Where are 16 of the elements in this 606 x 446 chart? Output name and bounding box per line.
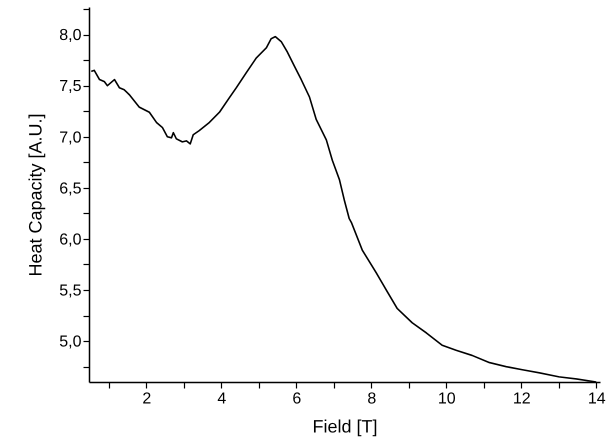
y-tick-label: 6,5: [59, 180, 82, 198]
y-tick-label: 5,0: [59, 334, 82, 351]
x-tick-label: 8: [367, 390, 376, 408]
y-axis-title: Heat Capacity [A.U.]: [25, 113, 46, 277]
y-tick-label: 8,0: [59, 27, 82, 44]
x-tick-label: 2: [142, 390, 152, 408]
x-tick-label: 14: [588, 390, 606, 408]
y-tick-label: 7,5: [59, 78, 82, 96]
x-tick-label: 6: [292, 390, 302, 408]
y-tick-label: 7,0: [59, 129, 82, 146]
y-tick-label: 6,0: [59, 231, 82, 248]
x-tick-label: 10: [438, 390, 456, 408]
x-tick-label: 12: [512, 390, 531, 408]
x-tick-label: 4: [217, 390, 226, 408]
y-tick-label: 5,5: [59, 282, 82, 300]
x-axis-title: Field [T]: [312, 416, 378, 436]
